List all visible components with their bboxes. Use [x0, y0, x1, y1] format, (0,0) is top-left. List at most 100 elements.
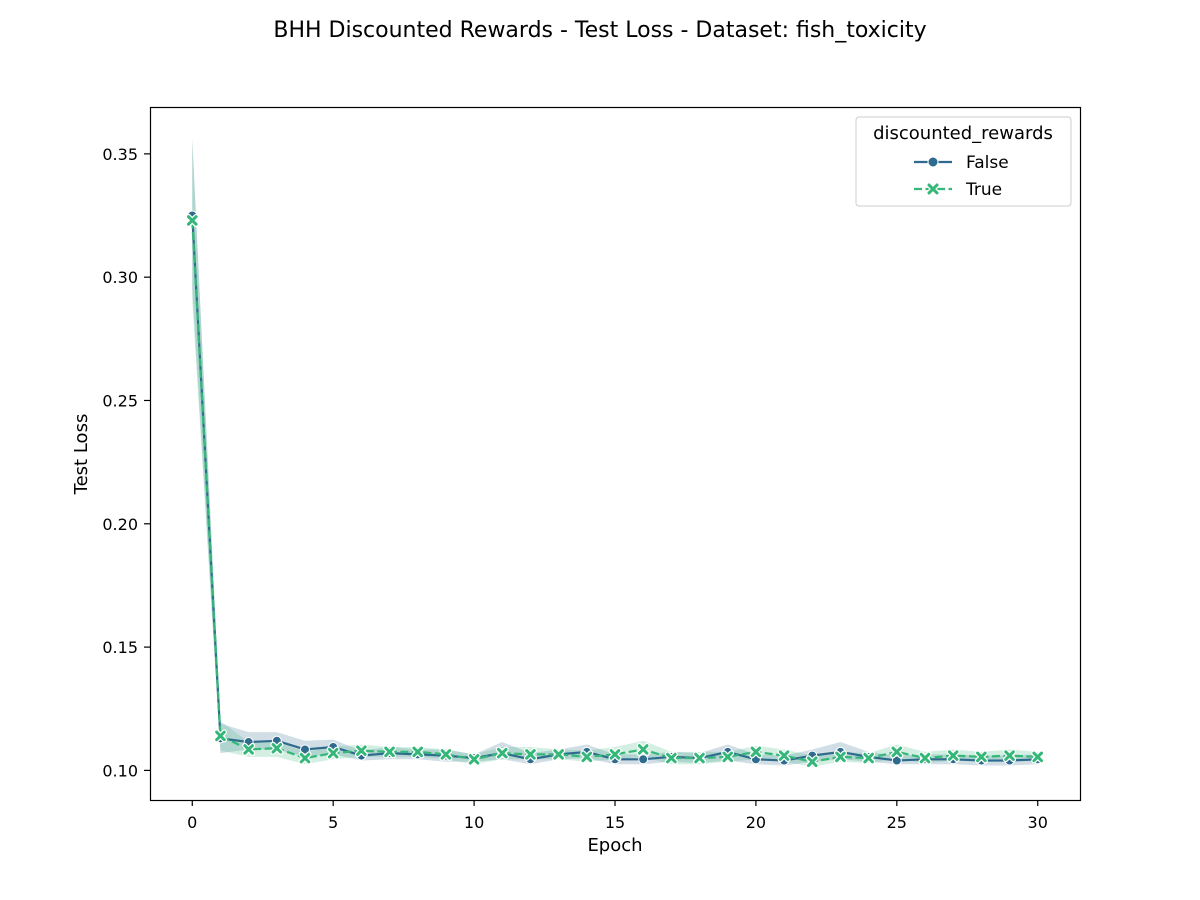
- x-tick-label: 30: [1028, 813, 1048, 832]
- y-tick-label: 0.25: [102, 391, 138, 410]
- marker-stroke: [750, 746, 762, 758]
- line-false: [191, 215, 1038, 762]
- point-true: [636, 742, 650, 756]
- legend-item-false: False: [914, 153, 1009, 173]
- marker-stroke: [1032, 751, 1044, 763]
- marker-stroke: [496, 747, 508, 759]
- point-true: [523, 747, 538, 761]
- marker-stroke: [947, 750, 959, 761]
- y-tick-label: 0.10: [102, 761, 138, 780]
- point-true: [354, 744, 368, 758]
- point-true: [692, 751, 707, 765]
- y-tick-label: 0.20: [102, 515, 138, 534]
- legend-box: [855, 116, 1072, 207]
- marker-stroke: [468, 754, 480, 765]
- marker-stroke: [525, 749, 536, 760]
- legend-marker: [926, 182, 940, 196]
- legend-item-true: True: [914, 180, 1002, 200]
- point-true: [439, 747, 453, 761]
- point-true: [805, 755, 819, 769]
- x-axis-ticks: 0 5 10 15 20 25 30: [187, 800, 1048, 832]
- point-true: [918, 751, 932, 765]
- legend-marker: [927, 156, 939, 168]
- marker-stroke: [384, 746, 395, 758]
- legend-label: False: [966, 153, 1009, 173]
- marker-stroke: [356, 745, 367, 756]
- y-tick-label: 0.30: [102, 268, 138, 287]
- point-true: [467, 752, 481, 766]
- marker-stroke: [609, 749, 621, 760]
- legend-title: discounted_rewards: [873, 123, 1053, 144]
- y-axis-ticks: 0.10 0.15 0.20 0.25 0.30 0.35: [102, 145, 150, 780]
- x-tick-label: 5: [328, 813, 338, 832]
- point-true: [411, 745, 425, 759]
- point-false: [300, 744, 310, 755]
- x-axis-label: Epoch: [587, 835, 642, 856]
- series-markers: [185, 210, 1045, 769]
- series-lines: [191, 215, 1038, 763]
- marker-stroke: [927, 183, 939, 195]
- point-true: [721, 750, 735, 764]
- marker-stroke: [553, 749, 564, 760]
- marker-stroke: [694, 752, 705, 764]
- confidence-bands: [192, 139, 1038, 767]
- marker-stroke: [412, 746, 424, 758]
- x-tick-label: 10: [464, 813, 484, 832]
- point-true: [946, 749, 960, 763]
- marker-stroke: [666, 752, 677, 764]
- marker-stroke: [806, 756, 818, 768]
- marker-stroke: [778, 750, 790, 761]
- marker-stroke: [327, 747, 339, 759]
- band-false: [192, 139, 1038, 766]
- point-true: [890, 745, 904, 759]
- point-true: [270, 741, 284, 755]
- marker-stroke: [1004, 750, 1015, 761]
- point-true: [608, 747, 622, 761]
- marker-stroke: [637, 744, 649, 755]
- point-true: [213, 729, 228, 743]
- x-tick-label: 25: [887, 813, 907, 832]
- y-axis-label: Test Loss: [71, 414, 92, 496]
- marker-stroke: [891, 746, 903, 758]
- marker-stroke: [299, 752, 311, 764]
- point-true: [1002, 749, 1017, 763]
- marker-stroke: [581, 751, 593, 763]
- point-true: [580, 750, 594, 764]
- point-true: [298, 751, 312, 765]
- point-true: [382, 745, 397, 759]
- point-true: [552, 747, 566, 761]
- y-tick-label: 0.35: [102, 145, 138, 164]
- legend: discounted_rewards False True: [855, 116, 1072, 207]
- x-tick-label: 0: [187, 813, 197, 832]
- x-tick-label: 20: [746, 813, 766, 832]
- point-true: [833, 750, 848, 764]
- point-true: [495, 746, 509, 760]
- marker-stroke: [863, 752, 874, 764]
- marker-stroke: [271, 742, 283, 754]
- band-true: [192, 139, 1038, 767]
- marker-stroke: [722, 751, 734, 763]
- marker-stroke: [976, 751, 987, 763]
- line-true: [191, 220, 1038, 763]
- marker-stroke: [243, 744, 254, 755]
- marker-stroke: [186, 215, 198, 226]
- legend-items: False True: [914, 153, 1009, 200]
- point-true: [1031, 750, 1045, 764]
- point-true: [326, 746, 340, 760]
- x-tick-label: 15: [605, 813, 625, 832]
- chart-title: BHH Discounted Rewards - Test Loss - Dat…: [273, 18, 926, 43]
- point-false: [891, 755, 902, 766]
- point-true: [777, 749, 791, 763]
- point-true: [242, 742, 256, 756]
- point-false: [638, 754, 649, 765]
- point-true: [664, 751, 678, 765]
- point-true: [862, 751, 876, 765]
- plot-frame: [149, 106, 1082, 802]
- legend-label: True: [965, 180, 1002, 200]
- marker-stroke: [440, 749, 452, 760]
- point-true: [185, 213, 199, 227]
- point-true: [974, 750, 988, 764]
- y-tick-label: 0.15: [102, 638, 138, 657]
- marker-stroke: [919, 752, 931, 764]
